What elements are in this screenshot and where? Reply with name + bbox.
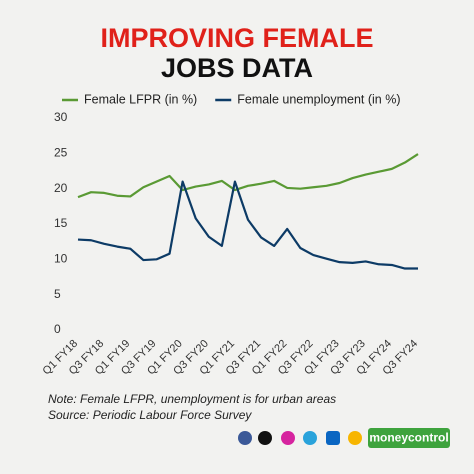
chart-title: IMPROVING FEMALE	[100, 23, 373, 53]
icon[interactable]	[303, 431, 317, 445]
icon[interactable]	[258, 431, 272, 445]
icon[interactable]	[238, 431, 252, 445]
icon[interactable]	[326, 431, 340, 445]
y-tick-label: 0	[54, 322, 61, 336]
chart-subtitle: JOBS DATA	[161, 53, 313, 83]
y-tick-label: 25	[54, 146, 68, 160]
y-tick-label: 30	[54, 110, 68, 124]
legend-label: Female LFPR (in %)	[84, 92, 197, 106]
y-tick-label: 15	[54, 216, 68, 230]
series-line	[77, 153, 419, 199]
brand: moneycontrol	[369, 431, 448, 445]
social-icons	[238, 431, 362, 445]
y-tick-label: 5	[54, 287, 61, 301]
brand-badge	[368, 428, 450, 448]
y-tick-label: 20	[54, 181, 68, 195]
icon[interactable]	[348, 431, 362, 445]
y-tick-label: 10	[54, 252, 68, 266]
legend-label: Female unemployment (in %)	[237, 92, 400, 106]
icon[interactable]	[281, 431, 295, 445]
note: Note: Female LFPR, unemployment is for u…	[48, 392, 336, 406]
series-line	[77, 180, 418, 270]
source: Source: Periodic Labour Force Survey	[48, 408, 252, 422]
